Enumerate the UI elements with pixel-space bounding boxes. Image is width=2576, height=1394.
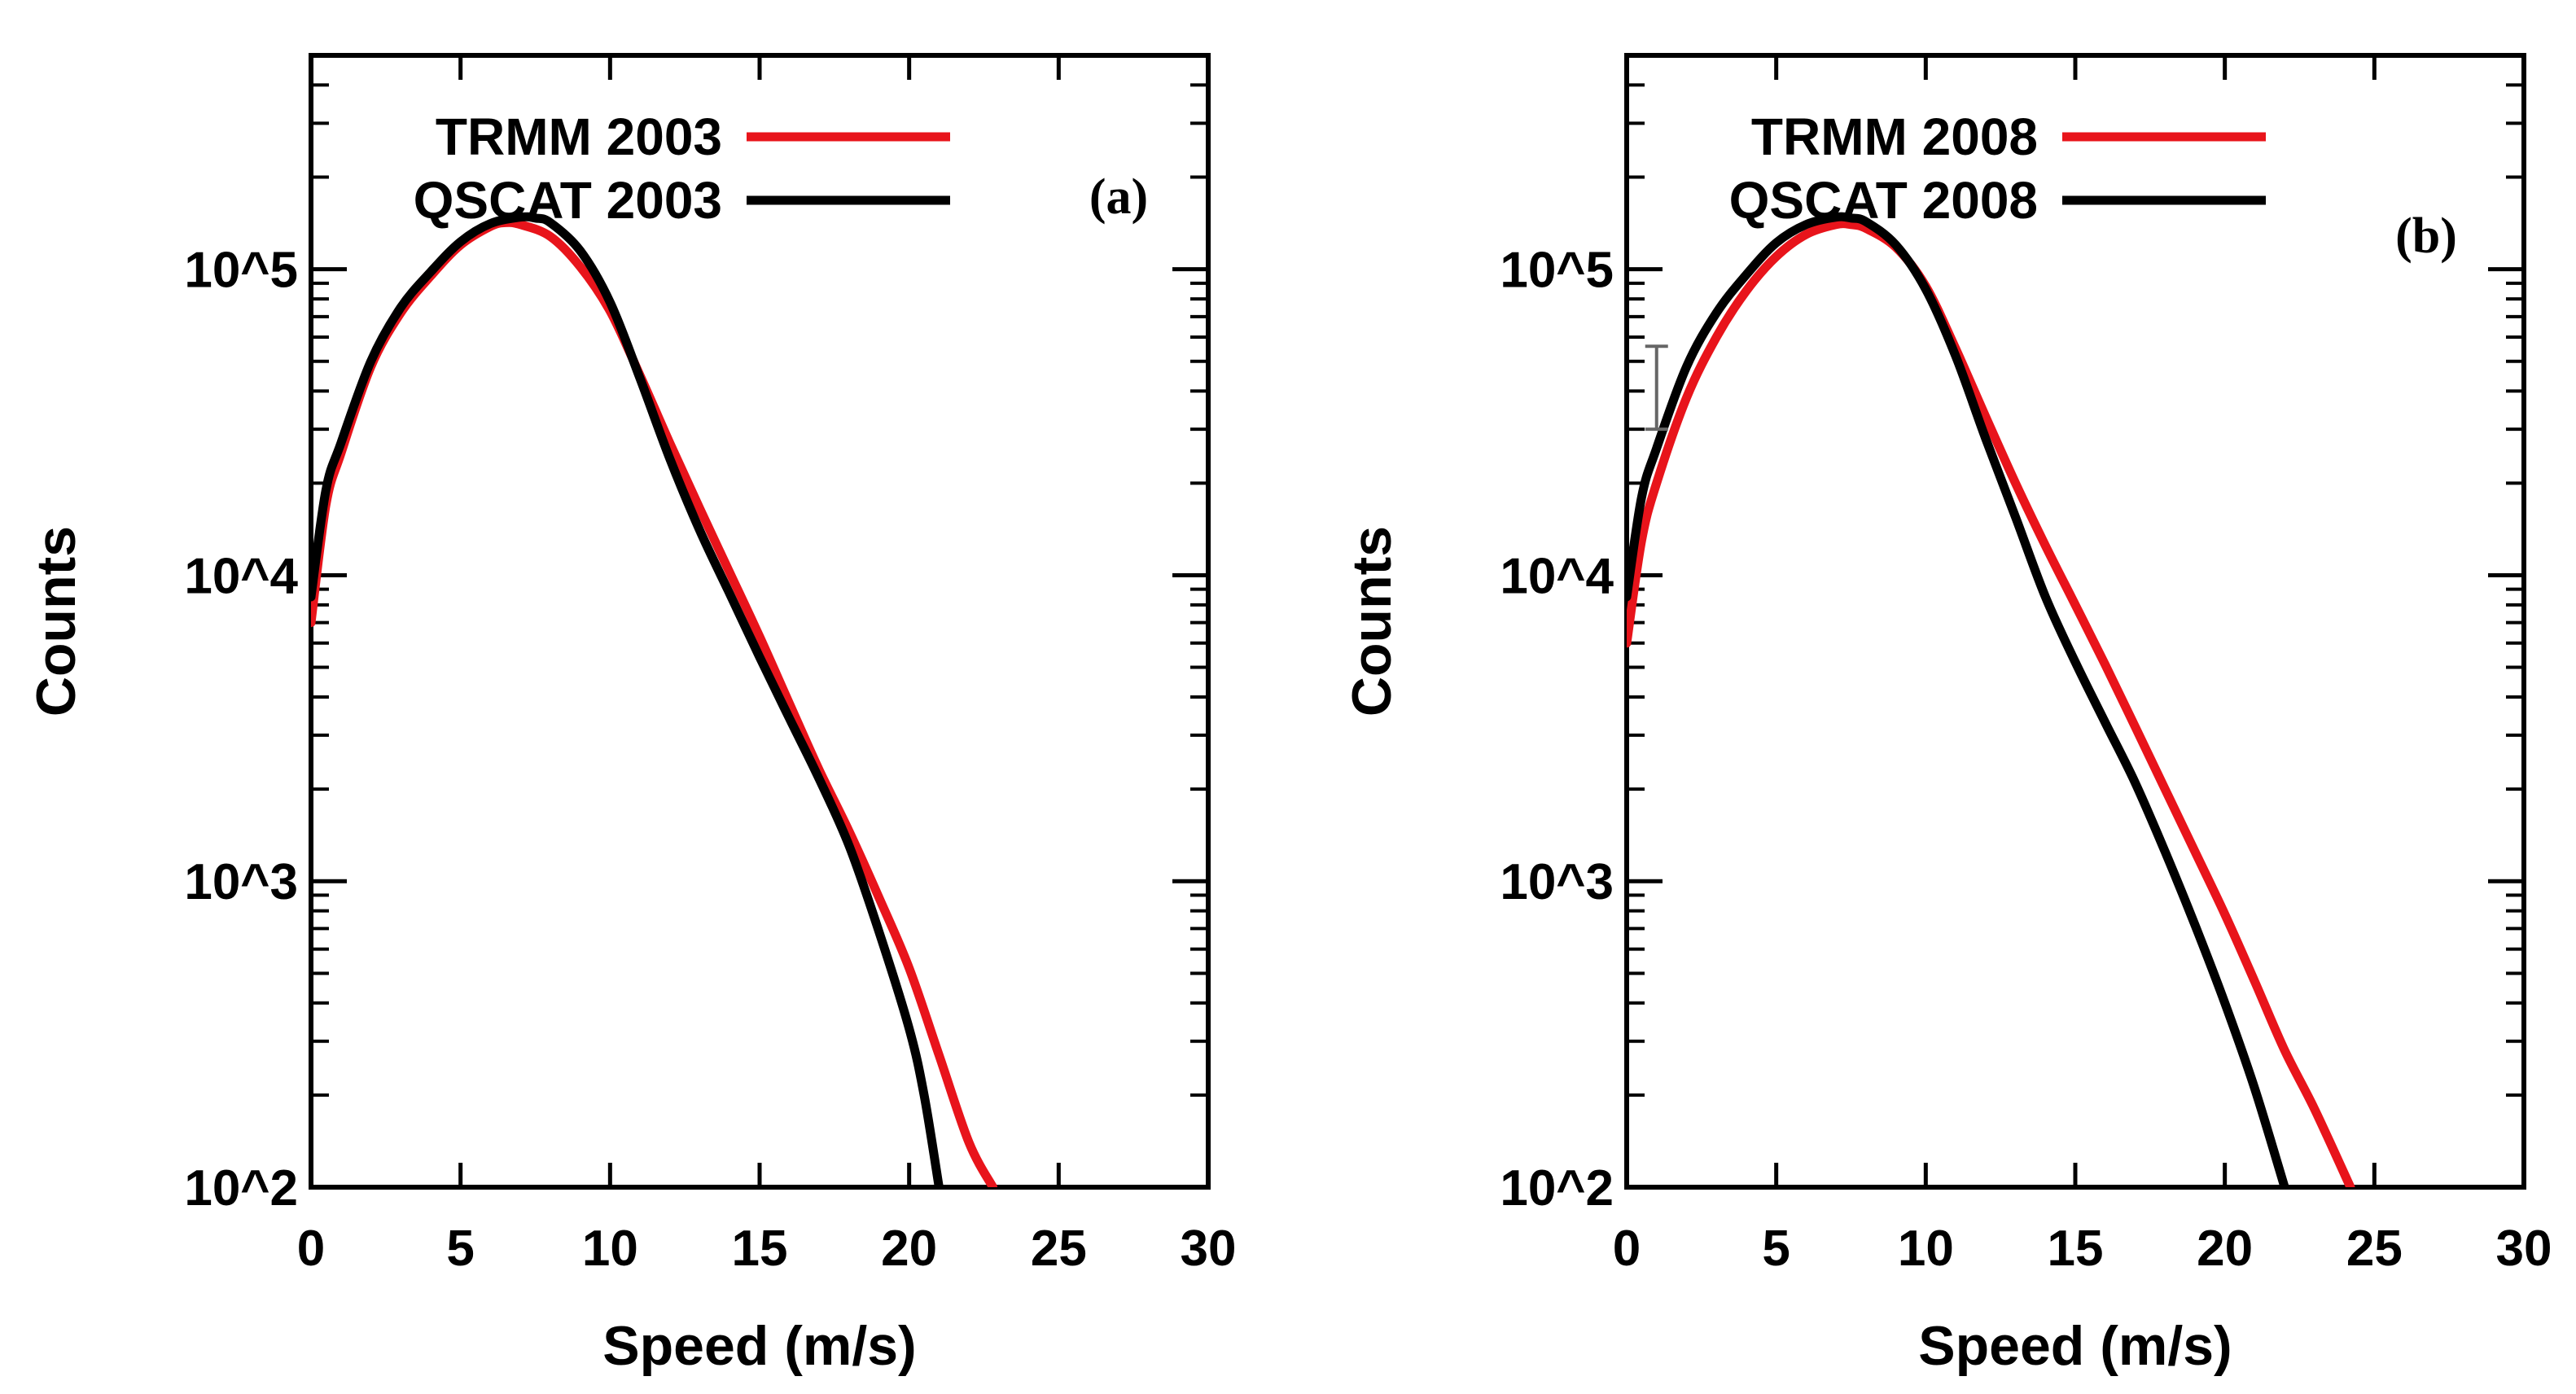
x-tick-label: 20: [2197, 1221, 2253, 1277]
x-axis-title: Speed (m/s): [1918, 1315, 2232, 1377]
panel-label: (b): [2395, 208, 2457, 264]
series-line-qscat-2003: [311, 212, 944, 1187]
y-tick-label: 10^3: [1500, 854, 1614, 910]
y-tick-label: 10^4: [1500, 548, 1614, 604]
legend-label-qscat-2003: QSCAT 2003: [414, 171, 722, 230]
series-line-trmm-2003: [311, 217, 998, 1187]
legend-label-trmm-2008: TRMM 2008: [1751, 107, 2038, 166]
chart-panel-a: 0 5 10 15 20 25 30 10^2 10^3 10^4 10^5 Speed (m/s) C…: [25, 53, 1237, 1377]
x-tick-label: 30: [2496, 1221, 2552, 1277]
y-tick-label: 10^3: [184, 854, 298, 910]
series-group: [311, 212, 998, 1187]
x-axis-title: Speed (m/s): [602, 1315, 916, 1377]
legend-label-trmm-2003: TRMM 2003: [436, 107, 722, 166]
y-axis-title: Counts: [25, 526, 87, 717]
x-tick-label: 5: [446, 1221, 474, 1277]
x-tick-label: 25: [1031, 1221, 1087, 1277]
chart-panel-b: 0 5 10 15 20 25 30 10^2 10^3 10^4 10^5 Speed (m/s) C…: [1341, 53, 2552, 1377]
y-axis-title: Counts: [1341, 526, 1403, 717]
x-tick-label: 30: [1181, 1221, 1237, 1277]
series-group: [1627, 212, 2355, 1187]
y-tick-label: 10^2: [1500, 1160, 1614, 1216]
y-tick-label: 10^2: [184, 1160, 298, 1216]
x-tick-label: 0: [1613, 1221, 1641, 1277]
x-tick-label: 25: [2346, 1221, 2403, 1277]
x-tick-label: 20: [881, 1221, 937, 1277]
x-tick-label: 10: [582, 1221, 638, 1277]
y-tick-label: 10^5: [1500, 243, 1614, 299]
panel-label: (a): [1089, 169, 1148, 225]
x-tick-label: 15: [732, 1221, 788, 1277]
x-tick-label: 10: [1898, 1221, 1954, 1277]
y-tick-label: 10^4: [184, 548, 298, 604]
series-line-trmm-2008: [1627, 219, 2355, 1187]
legend-label-qscat-2008: QSCAT 2008: [1729, 171, 2038, 230]
x-tick-label: 0: [297, 1221, 325, 1277]
x-tick-label: 5: [1762, 1221, 1790, 1277]
x-tick-label: 15: [2048, 1221, 2104, 1277]
y-tick-label: 10^5: [184, 243, 298, 299]
series-line-qscat-2008: [1627, 212, 2289, 1187]
